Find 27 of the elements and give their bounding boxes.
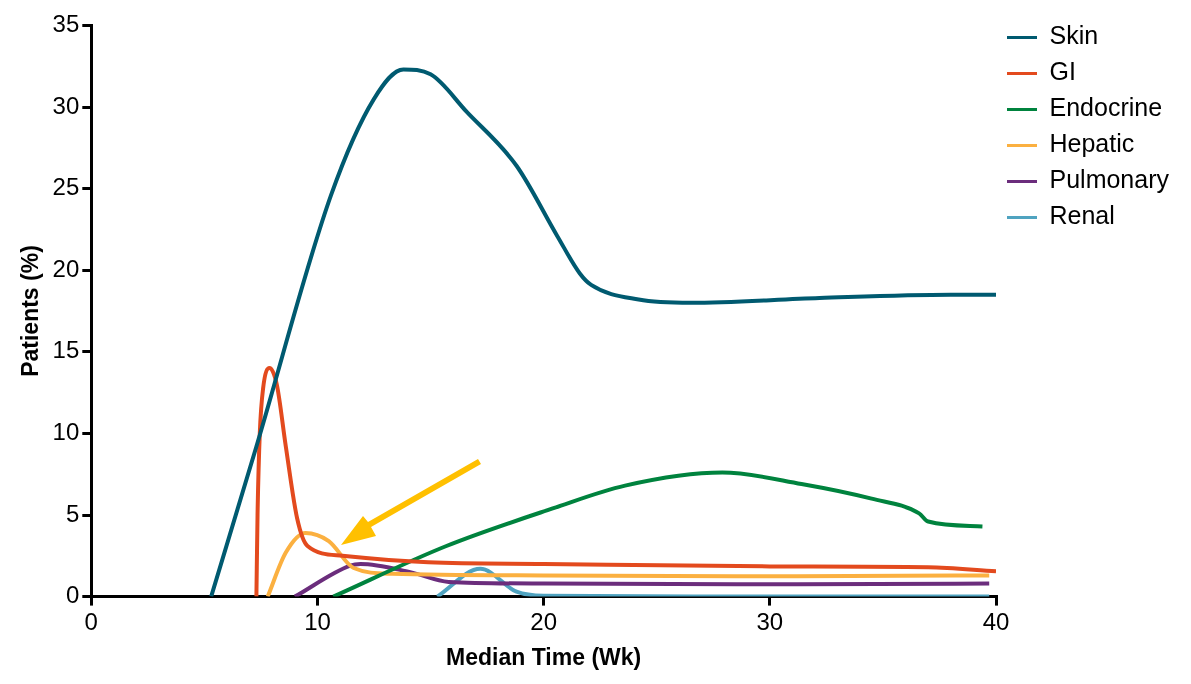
y-tick-label: 30 [52, 91, 80, 119]
y-tick-label: 25 [52, 173, 80, 201]
line-series [254, 366, 997, 597]
legend-label: Hepatic [1049, 129, 1135, 158]
x-tick-label: 30 [756, 607, 784, 635]
x-tick-label: 10 [304, 607, 331, 635]
line-series [265, 530, 992, 597]
legend-label: Skin [1049, 21, 1099, 50]
y-tick-label: 20 [52, 254, 80, 282]
line-series [292, 561, 992, 597]
y-tick-label: 10 [52, 418, 80, 446]
y-tick-label: 0 [65, 581, 80, 609]
legend-label: Renal [1049, 201, 1115, 230]
legend-label: Endocrine [1049, 93, 1163, 122]
y-tick-label: 35 [52, 10, 80, 38]
x-axis-title: Median Time (Wk) [446, 643, 642, 670]
y-tick-label: 15 [52, 336, 80, 364]
y-tick-label: 5 [65, 499, 80, 527]
line-series [435, 566, 992, 597]
y-axis-title: Patients (%) [17, 245, 44, 377]
legend-label: GI [1049, 57, 1076, 86]
line-series [331, 470, 985, 597]
x-tick-label: 0 [84, 607, 98, 635]
legend-label: Pulmonary [1049, 165, 1170, 194]
x-tick-label: 40 [982, 607, 1010, 635]
x-tick-label: 20 [530, 607, 557, 635]
line-series [209, 67, 997, 597]
